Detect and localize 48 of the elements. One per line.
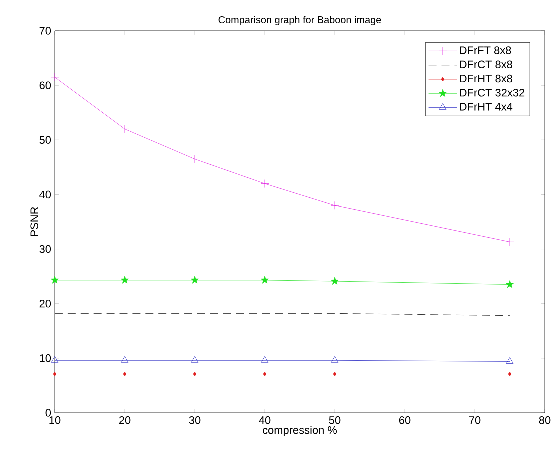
point: [263, 372, 267, 376]
point: [191, 276, 199, 284]
legend-label: DFrHT 8x8: [460, 74, 512, 83]
x-tick-label: 10: [50, 416, 61, 424]
point: [331, 356, 339, 363]
legend-label: DFrFT 8x8: [460, 46, 512, 54]
point: [333, 372, 337, 376]
point: [506, 358, 514, 364]
y-axis-title: PSNR: [30, 207, 38, 236]
point: [261, 356, 269, 363]
point: [50, 73, 60, 82]
x-tick-label: 70: [469, 416, 481, 424]
point: [120, 125, 130, 134]
y-tick-label: 70: [40, 27, 52, 35]
point: [506, 238, 514, 246]
point: [121, 356, 129, 363]
point: [331, 277, 339, 285]
point: [330, 201, 340, 210]
chart-title: Comparison graph for Baboon image: [218, 16, 382, 26]
y-tick-label: 20: [40, 300, 52, 308]
point: [51, 356, 59, 363]
legend-label: DFrHT 4x4: [460, 103, 513, 111]
point: [260, 180, 270, 188]
x-tick-label: 80: [539, 416, 551, 424]
x-tick-label: 60: [399, 416, 411, 424]
point: [191, 356, 199, 363]
x-tick-label: 30: [189, 416, 201, 424]
y-tick-label: 0: [46, 409, 52, 417]
point: [506, 280, 514, 288]
point: [51, 276, 59, 284]
x-tick-label: 20: [119, 416, 131, 424]
x-tick-label: 40: [259, 416, 271, 424]
x-tick-label: 50: [329, 416, 341, 424]
y-tick-label: 60: [40, 82, 52, 90]
legend-label: DFrCT 32x32: [460, 89, 525, 97]
point: [53, 372, 57, 376]
point: [261, 276, 269, 284]
y-tick-label: 30: [40, 245, 52, 254]
point: [190, 155, 200, 164]
y-tick-label: 10: [40, 354, 52, 362]
x-axis-title: compression %: [263, 426, 338, 436]
y-tick-label: 40: [40, 190, 52, 199]
legend-label: DFrCT 8x8: [460, 60, 512, 69]
point: [123, 372, 127, 376]
y-tick-label: 50: [40, 136, 52, 144]
point: [193, 372, 197, 376]
point: [508, 372, 512, 376]
point: [121, 276, 129, 284]
